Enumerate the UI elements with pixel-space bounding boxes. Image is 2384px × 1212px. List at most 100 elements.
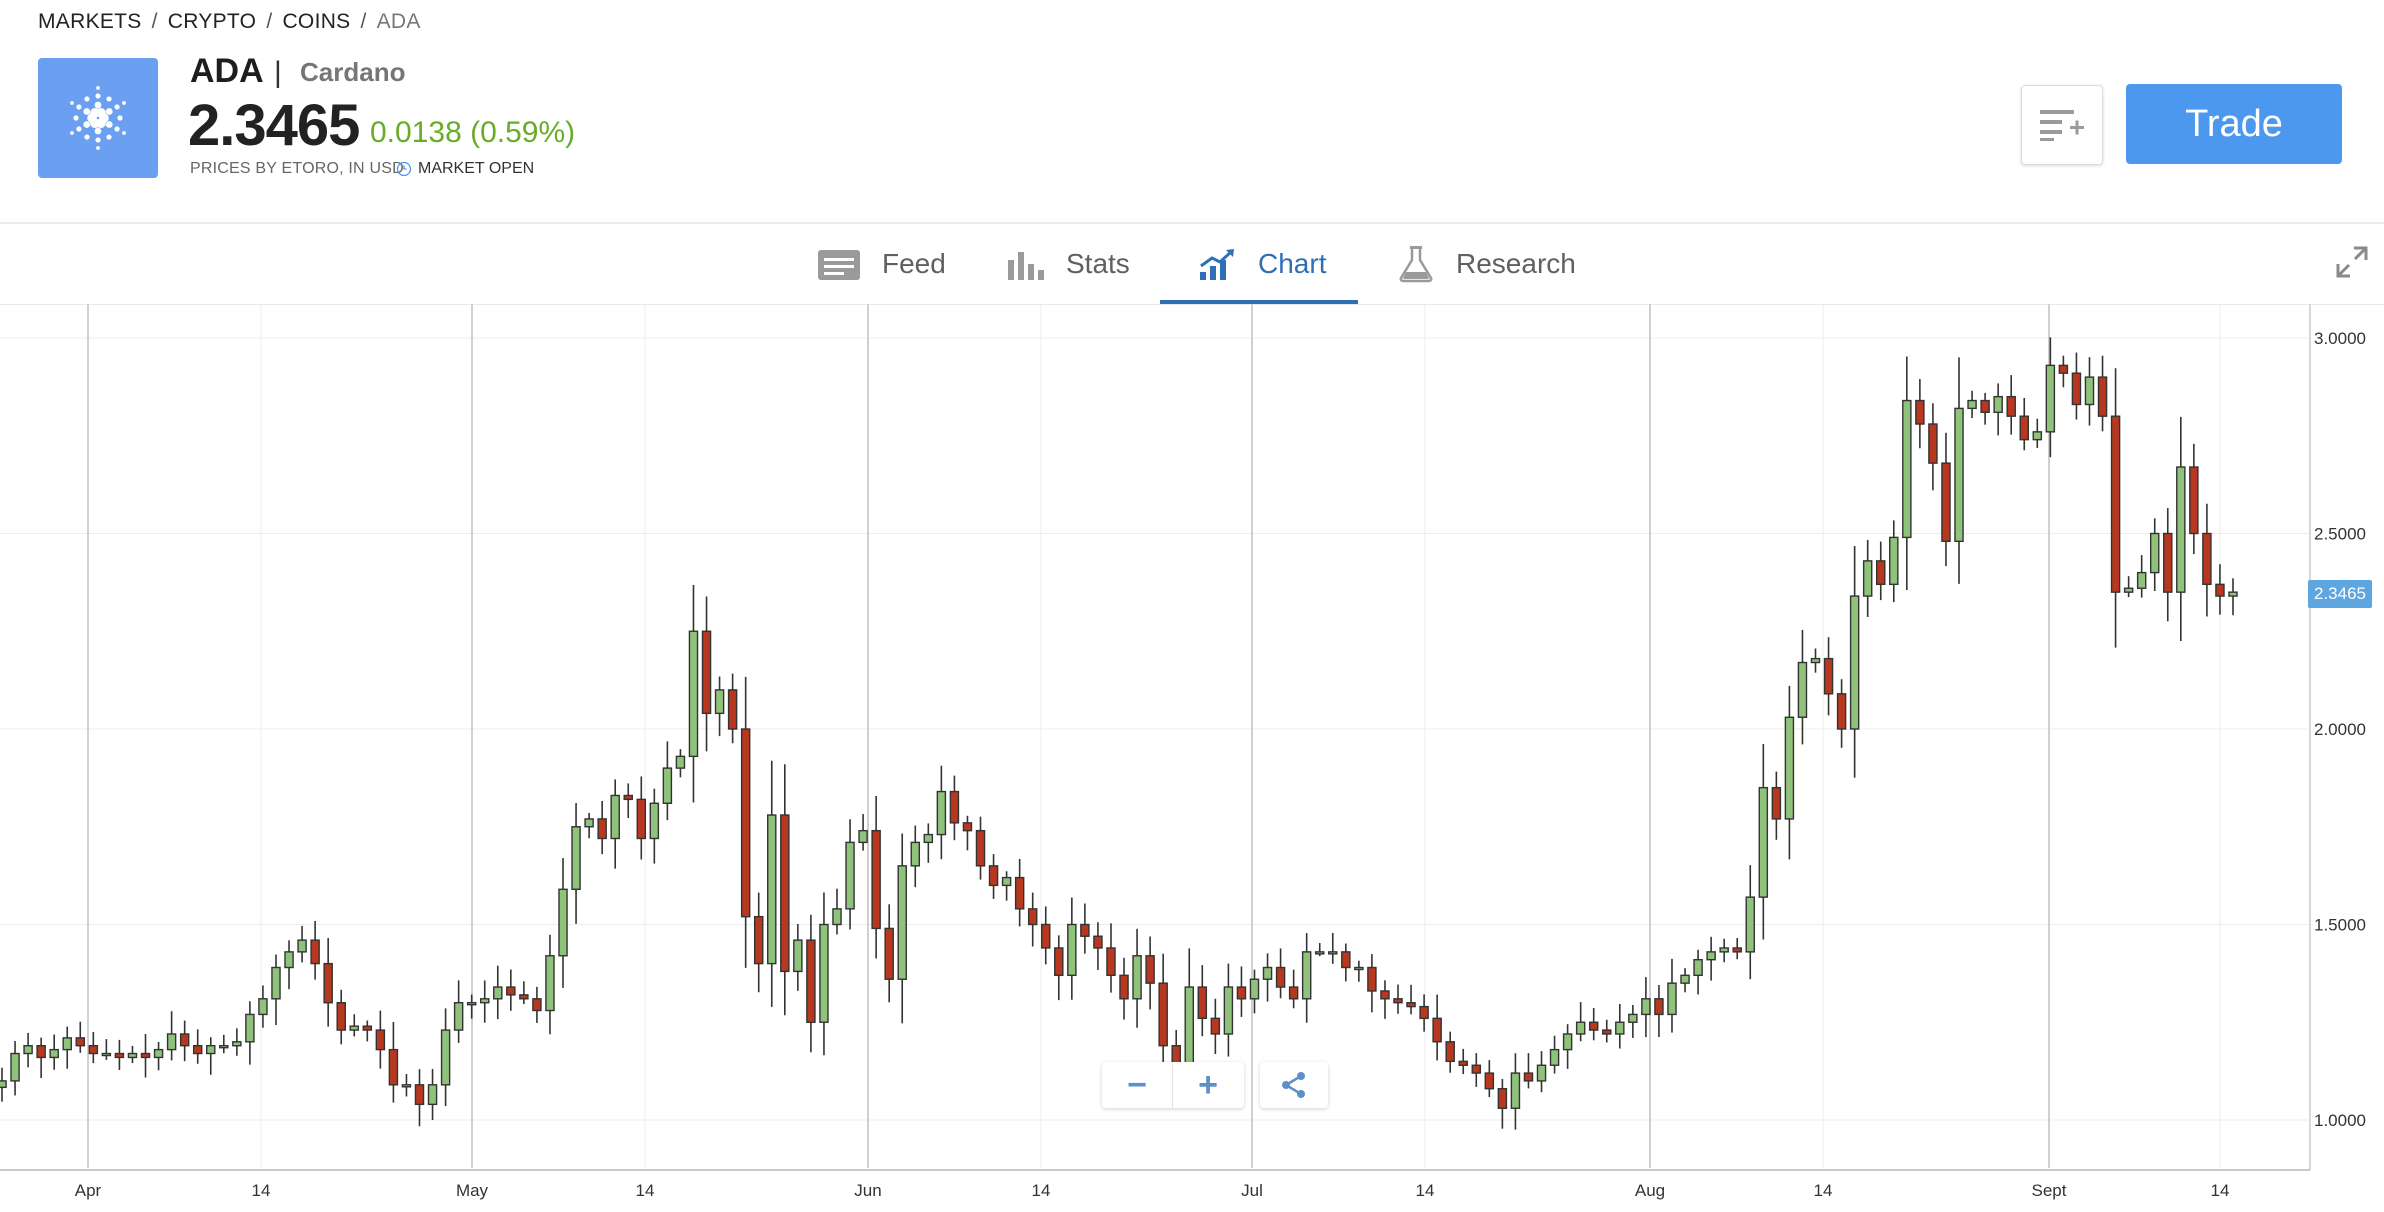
candle-body xyxy=(1745,896,1756,953)
candle-body xyxy=(1575,1021,1586,1035)
candle-body xyxy=(401,1084,412,1088)
candle-body xyxy=(1341,951,1351,969)
candle-body xyxy=(871,829,881,930)
share-button[interactable] xyxy=(1260,1062,1328,1108)
candle-body xyxy=(1054,947,1064,977)
candle-body xyxy=(1210,1017,1221,1035)
candle-body xyxy=(375,1029,386,1051)
candle-body xyxy=(88,1045,99,1055)
candle-body xyxy=(1080,923,1090,937)
tab-research-label: Research xyxy=(1456,248,1576,279)
candle-body xyxy=(245,1013,255,1043)
candle-body xyxy=(1771,786,1782,820)
x-tick-label: Jun xyxy=(854,1181,881,1200)
candle-body xyxy=(1849,595,1860,730)
candle-body xyxy=(1262,966,1273,980)
candle-body xyxy=(532,998,542,1012)
candle-body xyxy=(819,923,829,1023)
instrument-symbol: ADA xyxy=(190,52,264,90)
candle-body xyxy=(10,1052,20,1082)
candle-body xyxy=(767,814,777,965)
candle-body xyxy=(1067,923,1077,977)
candle-body xyxy=(675,755,686,769)
candle-body xyxy=(36,1045,46,1059)
trade-button[interactable]: Trade xyxy=(2126,84,2342,164)
candle-body xyxy=(558,888,568,957)
x-tick-label: 14 xyxy=(1814,1181,1833,1200)
breadcrumb-current: ADA xyxy=(376,10,421,33)
tab-stats[interactable]: Stats xyxy=(1006,224,1130,304)
candle-body xyxy=(232,1041,242,1047)
title-separator: | xyxy=(274,56,282,89)
candle-body xyxy=(1784,716,1795,820)
candle-body xyxy=(1823,657,1834,695)
zoom-in-button[interactable]: + xyxy=(1198,1065,1218,1104)
candle-body xyxy=(479,998,490,1004)
candle-body xyxy=(2163,532,2173,593)
candle-body xyxy=(284,951,294,969)
candle-body xyxy=(1875,560,1886,586)
tab-research[interactable]: Research xyxy=(1396,224,1576,304)
tab-chart-label: Chart xyxy=(1258,248,1327,279)
candle-body xyxy=(858,829,868,844)
candle-body xyxy=(1902,399,1912,539)
candle-body xyxy=(1027,908,1038,926)
feed-icon xyxy=(818,250,860,280)
candle-body xyxy=(1667,982,1677,1016)
candle-body xyxy=(519,994,529,1000)
candle-body xyxy=(336,1002,346,1031)
candle-body xyxy=(1588,1021,1599,1031)
breadcrumb-markets[interactable]: MARKETS xyxy=(38,10,142,33)
candle-body xyxy=(258,998,268,1016)
candle-body xyxy=(414,1084,425,1106)
candle-body xyxy=(845,841,855,910)
candle-body xyxy=(1536,1064,1547,1082)
candle-body xyxy=(636,798,647,840)
candle-body xyxy=(1328,951,1338,955)
y-tick-label: 2.5000 xyxy=(2314,525,2366,544)
candle-body xyxy=(1014,876,1025,910)
candle-body xyxy=(1562,1033,1573,1051)
candle-body xyxy=(166,1033,177,1051)
candle-body xyxy=(153,1048,164,1059)
candle-body xyxy=(2228,591,2238,597)
candle-body xyxy=(1680,974,1690,984)
x-tick-label: 14 xyxy=(252,1181,271,1200)
candle-body xyxy=(740,728,751,918)
candle-body xyxy=(2176,466,2186,593)
candle-body xyxy=(1275,966,1286,988)
tab-chart[interactable]: Chart xyxy=(1198,224,1326,304)
zoom-out-button[interactable]: − xyxy=(1127,1065,1147,1104)
candle-body xyxy=(2110,415,2121,593)
tab-feed[interactable]: Feed xyxy=(816,224,946,304)
x-tick-label: 14 xyxy=(636,1181,655,1200)
candle-body xyxy=(2202,532,2212,586)
candle-body xyxy=(192,1045,203,1055)
candle-body xyxy=(140,1052,151,1059)
candle-body xyxy=(714,689,725,715)
candle-body xyxy=(427,1084,438,1106)
price-chart[interactable]: 3.0000 2.5000 2.0000 1.5000 1.0000 Apr 14 May 14… xyxy=(0,304,2384,1212)
candle-body xyxy=(975,829,986,867)
candle-body xyxy=(1967,399,1977,410)
candle-body xyxy=(1628,1013,1638,1023)
candle-body xyxy=(1445,1041,1455,1063)
clock-icon xyxy=(396,161,412,177)
zoom-divider xyxy=(1172,1062,1173,1108)
chart-icon xyxy=(1200,249,1234,280)
expand-icon[interactable] xyxy=(2334,244,2370,280)
candle-body xyxy=(1654,998,1664,1016)
candle-body xyxy=(1132,955,1142,1000)
candle-body xyxy=(1993,395,2003,413)
breadcrumb-coins[interactable]: COINS xyxy=(282,10,351,33)
breadcrumb-crypto[interactable]: CRYPTO xyxy=(167,10,257,33)
x-tick-label: 14 xyxy=(2211,1181,2230,1200)
candle-body xyxy=(2058,364,2069,374)
candle-body xyxy=(623,794,633,801)
add-to-watchlist-button[interactable] xyxy=(2021,85,2103,165)
y-tick-label: 1.0000 xyxy=(2314,1111,2366,1130)
instrument-header: MARKETS / CRYPTO / COINS / ADA ADA | Cardano 2… xyxy=(0,0,2384,222)
candle-body xyxy=(206,1045,216,1055)
candle-body xyxy=(1093,935,1103,949)
candle-body xyxy=(1158,982,1168,1047)
